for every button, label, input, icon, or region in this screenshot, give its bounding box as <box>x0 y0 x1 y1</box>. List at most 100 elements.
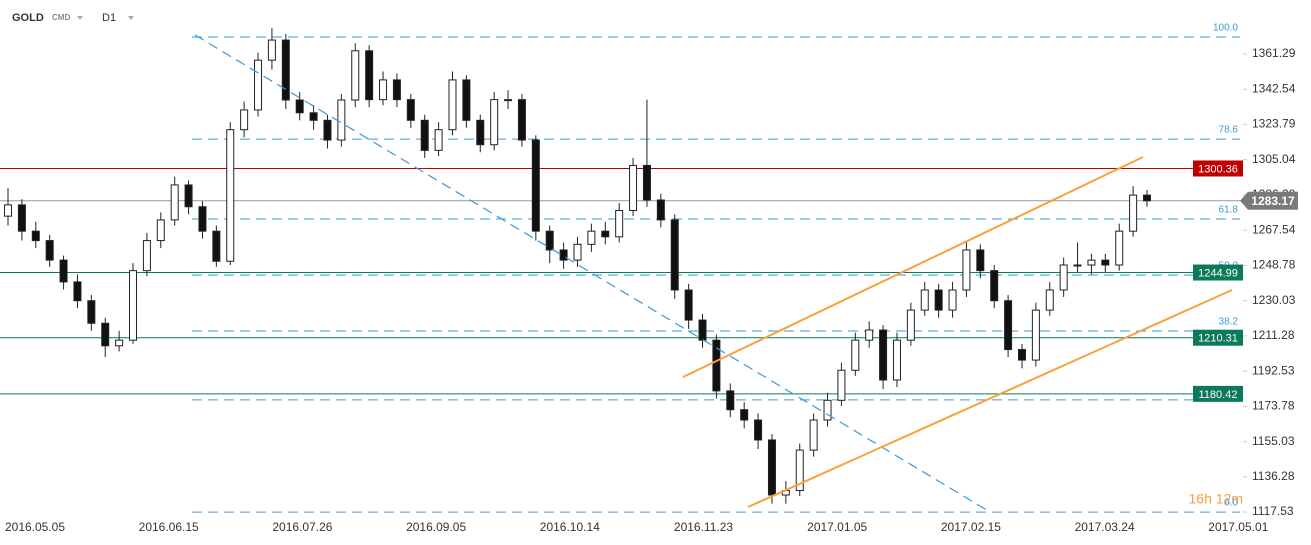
level-label: 1180.42 <box>1199 389 1238 401</box>
candle-body <box>309 112 318 121</box>
candle-body <box>948 289 957 311</box>
candle-body <box>1004 300 1013 351</box>
channel-line <box>747 289 1233 508</box>
candle-body <box>934 289 943 311</box>
candle-body <box>170 184 179 221</box>
candle-body <box>1115 230 1124 266</box>
y-tick-label: 1323.79 <box>1252 117 1296 131</box>
candle-body <box>517 99 526 141</box>
candle-body <box>59 259 68 283</box>
candle-body <box>865 329 874 341</box>
y-tick-label: 1211.28 <box>1252 328 1295 342</box>
candle-body <box>892 339 901 381</box>
x-tick-label: 2016.07.26 <box>272 520 332 534</box>
candle-body <box>379 79 388 101</box>
candle-body <box>462 79 471 121</box>
y-tick-label: 1248.78 <box>1252 258 1296 272</box>
y-tick-label: 1173.78 <box>1252 399 1295 413</box>
candle-body <box>809 419 818 451</box>
candle-body <box>212 230 221 262</box>
candle-body <box>1129 194 1138 232</box>
candle-body <box>17 204 26 232</box>
candle-body <box>698 319 707 341</box>
candle-body <box>615 210 624 238</box>
x-tick-label: 2016.09.05 <box>406 520 466 534</box>
x-tick-label: 2016.11.23 <box>674 520 733 534</box>
fib-label: 61.8 <box>1219 205 1239 216</box>
timeframe[interactable]: D1 <box>102 12 116 24</box>
candle-body <box>1087 259 1096 266</box>
candle-body <box>448 79 457 131</box>
candle-body <box>1073 264 1082 267</box>
candle-body <box>504 99 513 102</box>
candle-body <box>712 339 721 392</box>
x-tick-label: 2017.03.24 <box>1075 520 1135 534</box>
level-box <box>1193 160 1243 177</box>
fib-label: 100.0 <box>1213 23 1238 34</box>
candle-body <box>295 99 304 114</box>
candle-body <box>434 129 443 151</box>
candle-body <box>740 409 749 421</box>
fib-label: 38.2 <box>1219 317 1239 328</box>
y-tick-label: 1305.04 <box>1252 152 1296 166</box>
current-price-label: 1283.17 <box>1251 194 1295 208</box>
y-tick-label: 1192.53 <box>1252 363 1295 377</box>
y-tick-label: 1361.29 <box>1252 46 1296 60</box>
x-tick-label: 2017.01.05 <box>807 520 867 534</box>
candle-body <box>656 199 665 221</box>
candle-body <box>31 230 40 242</box>
symbol[interactable]: GOLD <box>12 12 44 24</box>
candle-body <box>1045 289 1054 311</box>
x-tick-label: 2016.10.14 <box>540 520 600 534</box>
candle-body <box>837 369 846 401</box>
candle-body <box>1059 264 1068 291</box>
candle-body <box>920 289 929 311</box>
candle-body <box>184 184 193 208</box>
candle-body <box>281 39 290 101</box>
y-tick-label: 1117.53 <box>1252 504 1294 518</box>
candle-body <box>1031 309 1040 361</box>
candle-body <box>879 329 888 381</box>
x-tick-label: 2016.05.05 <box>5 520 65 534</box>
candle-body <box>573 243 582 261</box>
candle-body <box>420 119 429 151</box>
candle-body <box>531 139 540 232</box>
candle-body <box>198 206 207 232</box>
countdown: 16h 12m <box>1189 491 1243 507</box>
x-tick-label: 2017.05.01 <box>1208 520 1268 534</box>
candle-body <box>4 204 12 217</box>
candle-body <box>990 270 999 302</box>
level-box <box>1193 329 1243 346</box>
candle-body <box>823 399 832 421</box>
candle-body <box>767 439 776 496</box>
dropdown-icon[interactable] <box>128 16 134 20</box>
candle-body <box>490 99 499 146</box>
y-tick-label: 1136.28 <box>1252 469 1295 483</box>
candle-body <box>976 249 985 272</box>
x-tick-label: 2017.02.15 <box>941 520 1001 534</box>
candle-body <box>754 419 763 441</box>
candle-body <box>365 50 374 101</box>
current-price-box <box>1240 191 1298 210</box>
candle-body <box>254 59 263 111</box>
candle-body <box>240 109 249 131</box>
candle-body <box>226 129 235 262</box>
x-tick-label: 2016.06.15 <box>139 520 199 534</box>
fib-label: 78.6 <box>1219 125 1239 136</box>
candle-body <box>795 449 804 491</box>
y-tick-label: 1155.03 <box>1252 434 1295 448</box>
candle-body <box>142 240 151 272</box>
dropdown-icon[interactable] <box>77 16 83 20</box>
candle-body <box>1143 194 1151 202</box>
candle-body <box>559 249 568 261</box>
candle-body <box>851 339 860 371</box>
level-label: 1210.31 <box>1198 333 1238 345</box>
channel-line <box>682 156 1144 378</box>
level-box <box>1193 264 1243 281</box>
plot-area <box>0 28 1247 513</box>
candle-body <box>406 99 415 121</box>
fib-label: 0.0 <box>1224 498 1238 509</box>
level-label: 1244.99 <box>1198 267 1238 279</box>
level-label: 1300.36 <box>1198 163 1238 175</box>
